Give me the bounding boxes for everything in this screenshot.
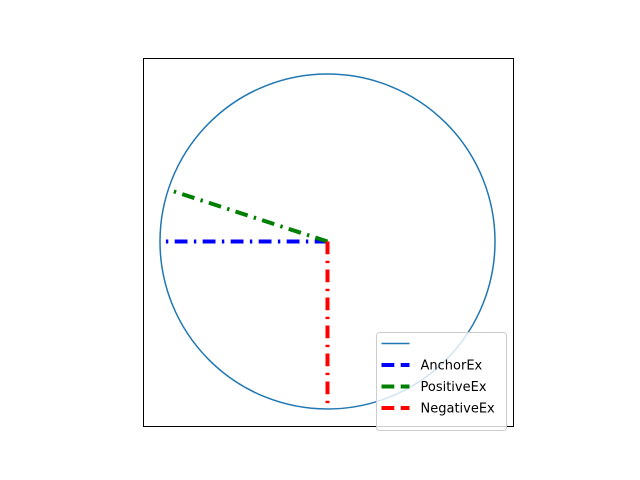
legend-label-anchorex: AnchorEx (421, 359, 483, 374)
legend-label-positiveex: PositiveEx (421, 380, 487, 395)
legend: AnchorEx PositiveEx NegativeEx (377, 333, 507, 431)
legend-label-negativeex: NegativeEx (421, 402, 496, 417)
